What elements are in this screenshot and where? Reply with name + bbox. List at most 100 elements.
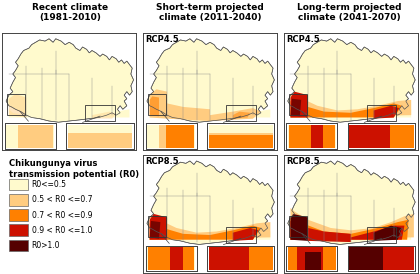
Polygon shape bbox=[147, 161, 274, 244]
Bar bbox=[349, 255, 414, 270]
Bar bbox=[288, 247, 336, 270]
Bar bbox=[147, 247, 195, 270]
Bar bbox=[288, 247, 336, 270]
Bar bbox=[349, 125, 390, 148]
Bar bbox=[68, 133, 132, 148]
Polygon shape bbox=[291, 214, 308, 241]
Polygon shape bbox=[9, 109, 129, 119]
Bar bbox=[289, 247, 315, 270]
Bar bbox=[209, 133, 273, 148]
Bar bbox=[349, 133, 414, 148]
Polygon shape bbox=[150, 232, 270, 241]
Bar bbox=[307, 125, 335, 148]
Bar bbox=[5, 123, 56, 149]
Bar bbox=[9, 240, 28, 252]
Text: 0.5 < R0 <=0.7: 0.5 < R0 <=0.7 bbox=[32, 195, 92, 204]
Bar bbox=[9, 224, 28, 236]
Bar bbox=[9, 179, 28, 190]
Bar bbox=[348, 123, 415, 149]
Bar bbox=[209, 125, 273, 148]
Bar bbox=[159, 125, 194, 148]
Bar bbox=[66, 123, 134, 149]
Polygon shape bbox=[167, 103, 210, 121]
Polygon shape bbox=[150, 89, 167, 119]
Bar bbox=[166, 125, 194, 148]
Bar bbox=[148, 94, 166, 115]
Text: R0>1.0: R0>1.0 bbox=[32, 241, 60, 250]
Polygon shape bbox=[291, 94, 411, 118]
Bar bbox=[289, 94, 307, 115]
Polygon shape bbox=[291, 109, 411, 119]
Bar bbox=[288, 125, 336, 148]
Bar bbox=[349, 125, 414, 148]
Polygon shape bbox=[374, 226, 402, 241]
Polygon shape bbox=[308, 228, 351, 242]
Bar bbox=[286, 123, 337, 149]
Bar bbox=[349, 247, 383, 270]
Bar bbox=[207, 246, 274, 272]
Bar bbox=[307, 247, 335, 270]
Text: RCP4.5: RCP4.5 bbox=[146, 35, 179, 44]
Text: RCP8.5: RCP8.5 bbox=[146, 158, 179, 167]
Text: R0<=0.5: R0<=0.5 bbox=[32, 180, 67, 189]
Bar bbox=[209, 135, 273, 148]
Text: Long-term projected
climate (2041-2070): Long-term projected climate (2041-2070) bbox=[297, 3, 402, 22]
Polygon shape bbox=[233, 112, 250, 119]
Bar bbox=[289, 216, 307, 237]
Bar bbox=[349, 125, 414, 148]
Polygon shape bbox=[291, 217, 409, 240]
Bar bbox=[166, 247, 194, 270]
Bar bbox=[209, 255, 273, 270]
Bar bbox=[305, 252, 320, 270]
Bar bbox=[148, 247, 174, 270]
Bar bbox=[146, 246, 197, 272]
Bar bbox=[207, 246, 274, 272]
Text: Short-term projected
climate (2011-2040): Short-term projected climate (2011-2040) bbox=[156, 3, 264, 22]
Bar bbox=[311, 125, 323, 148]
Bar bbox=[349, 257, 414, 270]
Bar bbox=[226, 105, 256, 121]
Polygon shape bbox=[147, 39, 274, 122]
Polygon shape bbox=[150, 214, 167, 240]
Polygon shape bbox=[150, 223, 261, 240]
Polygon shape bbox=[210, 108, 261, 121]
Polygon shape bbox=[288, 39, 415, 122]
Bar bbox=[66, 123, 134, 149]
Polygon shape bbox=[6, 39, 134, 122]
Polygon shape bbox=[291, 101, 402, 118]
Bar bbox=[209, 257, 273, 270]
Bar bbox=[367, 227, 396, 243]
Text: 0.7 < R0 <=0.9: 0.7 < R0 <=0.9 bbox=[32, 210, 92, 219]
Text: 0.9 < R0 <=1.0: 0.9 < R0 <=1.0 bbox=[32, 226, 92, 235]
Bar bbox=[146, 123, 197, 149]
Bar bbox=[348, 246, 415, 272]
Bar bbox=[286, 246, 337, 272]
Text: Chikungunya virus
transmission potential (R0): Chikungunya virus transmission potential… bbox=[9, 159, 139, 179]
Text: RCP4.5: RCP4.5 bbox=[286, 35, 320, 44]
Bar bbox=[349, 247, 414, 270]
Polygon shape bbox=[291, 99, 301, 116]
Bar bbox=[289, 125, 315, 148]
Text: Recent climate
(1981-2010): Recent climate (1981-2010) bbox=[32, 3, 109, 22]
Bar bbox=[311, 247, 323, 270]
Polygon shape bbox=[374, 106, 399, 119]
Bar bbox=[9, 209, 28, 221]
Polygon shape bbox=[150, 96, 159, 116]
Polygon shape bbox=[150, 216, 270, 240]
Bar bbox=[209, 247, 273, 270]
Bar bbox=[297, 247, 323, 270]
Bar bbox=[207, 123, 274, 149]
Bar bbox=[146, 123, 197, 149]
Polygon shape bbox=[9, 94, 26, 118]
Bar bbox=[159, 247, 194, 270]
Polygon shape bbox=[291, 208, 414, 240]
Bar bbox=[6, 125, 55, 148]
Bar bbox=[348, 246, 415, 272]
Bar bbox=[348, 123, 415, 149]
Bar bbox=[170, 247, 183, 270]
Polygon shape bbox=[291, 221, 404, 240]
Polygon shape bbox=[92, 112, 116, 119]
Polygon shape bbox=[291, 92, 308, 118]
Bar bbox=[349, 247, 390, 270]
Bar bbox=[9, 194, 28, 206]
